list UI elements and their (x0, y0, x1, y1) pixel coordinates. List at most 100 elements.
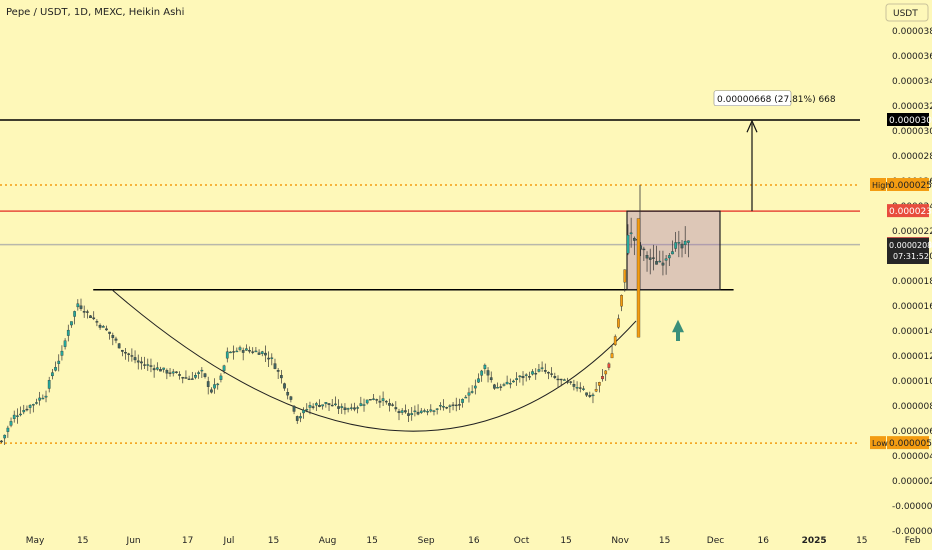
breakout-arrow (672, 319, 684, 341)
candle-body (321, 404, 325, 407)
y-tick-label: 0.00003200 (892, 102, 932, 112)
candle-body (343, 407, 347, 411)
candle-body (617, 318, 620, 328)
candle-body (206, 381, 210, 387)
candle-body (559, 378, 563, 381)
candle-body (181, 377, 185, 379)
candle-body (664, 258, 668, 261)
candle-body (407, 413, 410, 416)
candle-body (229, 351, 232, 354)
x-tick-label: 15 (77, 536, 88, 546)
candle-body (334, 403, 337, 406)
x-tick-label: 15 (366, 536, 377, 546)
candle-body (187, 378, 191, 381)
currency-button[interactable]: USDT (885, 3, 929, 22)
candle-body (216, 383, 220, 386)
candle-body (499, 386, 503, 388)
candle-body (642, 248, 646, 251)
candle-body (117, 343, 121, 349)
x-tick-label: Oct (514, 536, 530, 546)
candle-body (194, 375, 197, 378)
candle-body (225, 351, 229, 359)
y-tick-label: 0.00003800 (892, 27, 932, 37)
x-tick-label: May (26, 536, 45, 546)
candle-body (22, 410, 26, 413)
candle-body (566, 381, 569, 383)
candle-body (79, 305, 83, 309)
cup-curve (111, 289, 637, 432)
y-tick-label: 0.00001600 (892, 302, 932, 312)
candle-body (73, 311, 76, 317)
candle-body (124, 352, 127, 354)
candle-body (162, 367, 166, 370)
candle-body (114, 338, 118, 341)
y-tick-label: 0.00001200 (892, 352, 932, 362)
candle-body (95, 321, 99, 323)
candle-body (508, 382, 512, 385)
candle-body (308, 405, 312, 408)
candle-body (372, 398, 375, 400)
candle-body (54, 367, 57, 371)
candle-body (365, 399, 369, 404)
candle-body (658, 260, 662, 263)
candle-body (652, 257, 655, 259)
candle-body (251, 351, 255, 353)
candle-body (470, 391, 474, 393)
currency-label[interactable]: USDT (893, 9, 918, 19)
chart-annotations: 0.00000668 (27.81%) 668 (111, 90, 836, 432)
candle-body (359, 403, 363, 406)
x-tick-label: 15 (856, 536, 867, 546)
candle-body (143, 364, 146, 366)
candle-body (391, 404, 394, 406)
candle-body (375, 399, 379, 401)
candle-body (607, 363, 611, 368)
x-tick-label: 2025 (802, 536, 827, 546)
candle-body (152, 368, 156, 371)
candle-body (432, 410, 436, 412)
candle-body (101, 326, 105, 328)
candle-body (41, 397, 45, 400)
tag-countdown: 07:31:52 (893, 252, 929, 261)
candle-body (518, 375, 522, 378)
candle-body (458, 404, 461, 406)
candle-body (44, 395, 48, 398)
candle-body (292, 405, 296, 412)
candle-body (6, 427, 10, 432)
candle-body (655, 261, 658, 265)
candle-body (400, 410, 404, 413)
candle-body (305, 409, 309, 411)
candle-body (381, 398, 385, 401)
price-tags: 0.00000503Low0.00002568High0.000030880.0… (870, 113, 932, 450)
candle-body (248, 350, 251, 352)
y-tick-label: -0.00000200 (892, 527, 932, 537)
candle-body (267, 357, 270, 360)
candle-body (585, 392, 588, 396)
candle-body (283, 383, 286, 389)
candle-body (190, 378, 194, 380)
candle-body (270, 357, 274, 359)
candle-body (159, 369, 162, 372)
candle-body (480, 370, 484, 376)
candle-body (582, 388, 585, 390)
candle-body (404, 410, 407, 413)
y-tick-label: 0.00001800 (892, 277, 932, 287)
candle-body (98, 324, 102, 328)
candle-body (591, 394, 595, 397)
candle-body (0, 440, 3, 443)
y-tick-label: 0.00001000 (892, 377, 932, 387)
x-tick-label: 15 (560, 536, 571, 546)
candle-body (550, 373, 553, 375)
candle-body (165, 370, 169, 374)
candle-body (613, 336, 617, 346)
tag-name-bg (870, 178, 886, 191)
candle-body (155, 367, 159, 370)
x-tick-label: Sep (418, 536, 435, 546)
candle-body (260, 351, 264, 354)
candle-body (66, 329, 70, 336)
candle-body (531, 371, 534, 375)
candle-body (667, 255, 671, 259)
candle-body (63, 340, 67, 347)
y-tick-label: 0.00003400 (892, 77, 932, 87)
measure-label: 0.00000668 (27.81%) 668 (717, 95, 836, 105)
candle-body (9, 421, 13, 426)
